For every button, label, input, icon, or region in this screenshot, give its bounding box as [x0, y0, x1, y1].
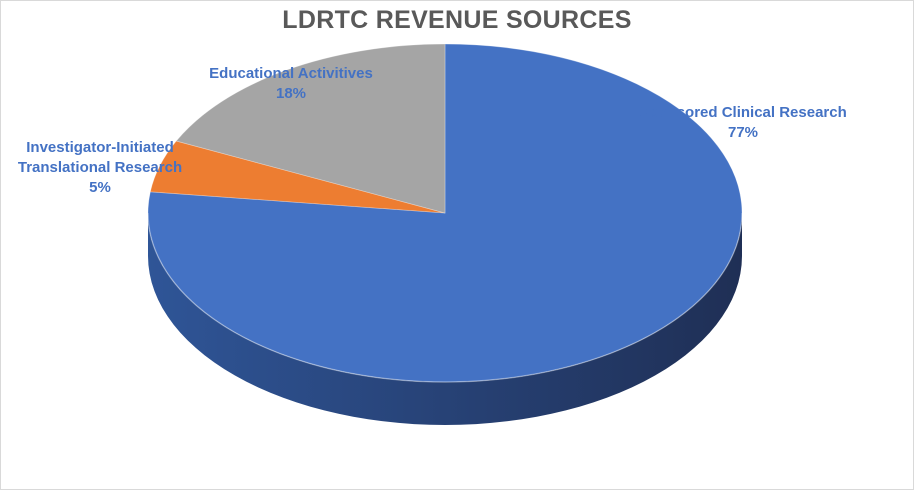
label-investigator-percent: 5% [89, 179, 111, 196]
label-sponsored-percent: 77% [727, 124, 759, 141]
pie-slice-educational-activitives [175, 43, 446, 214]
pie-slice-investigator-initiated-translational-research [149, 140, 446, 214]
label-educational-percent: 18% [275, 85, 307, 102]
chart-title: LDRTC REVENUE SOURCES [282, 6, 632, 34]
pie-rim-highlight [147, 212, 743, 383]
pie-slice-sponsored-clinical-research [147, 43, 743, 383]
pie-side-sponsored-clinical-research [148, 213, 742, 425]
label-educational-activitives: Educational Activitives 18% [166, 64, 416, 104]
label-investigator-line1: Investigator-Initiated [26, 139, 174, 156]
label-sponsored-clinical-research: Sponsored Clinical Research 77% [598, 103, 888, 143]
label-investigator-line2: Translational Research [17, 159, 183, 176]
label-sponsored-name: Sponsored Clinical Research [639, 104, 847, 121]
label-investigator-initiated: Investigator-Initiated Translational Res… [0, 138, 200, 198]
label-educational-name: Educational Activitives [209, 65, 373, 82]
